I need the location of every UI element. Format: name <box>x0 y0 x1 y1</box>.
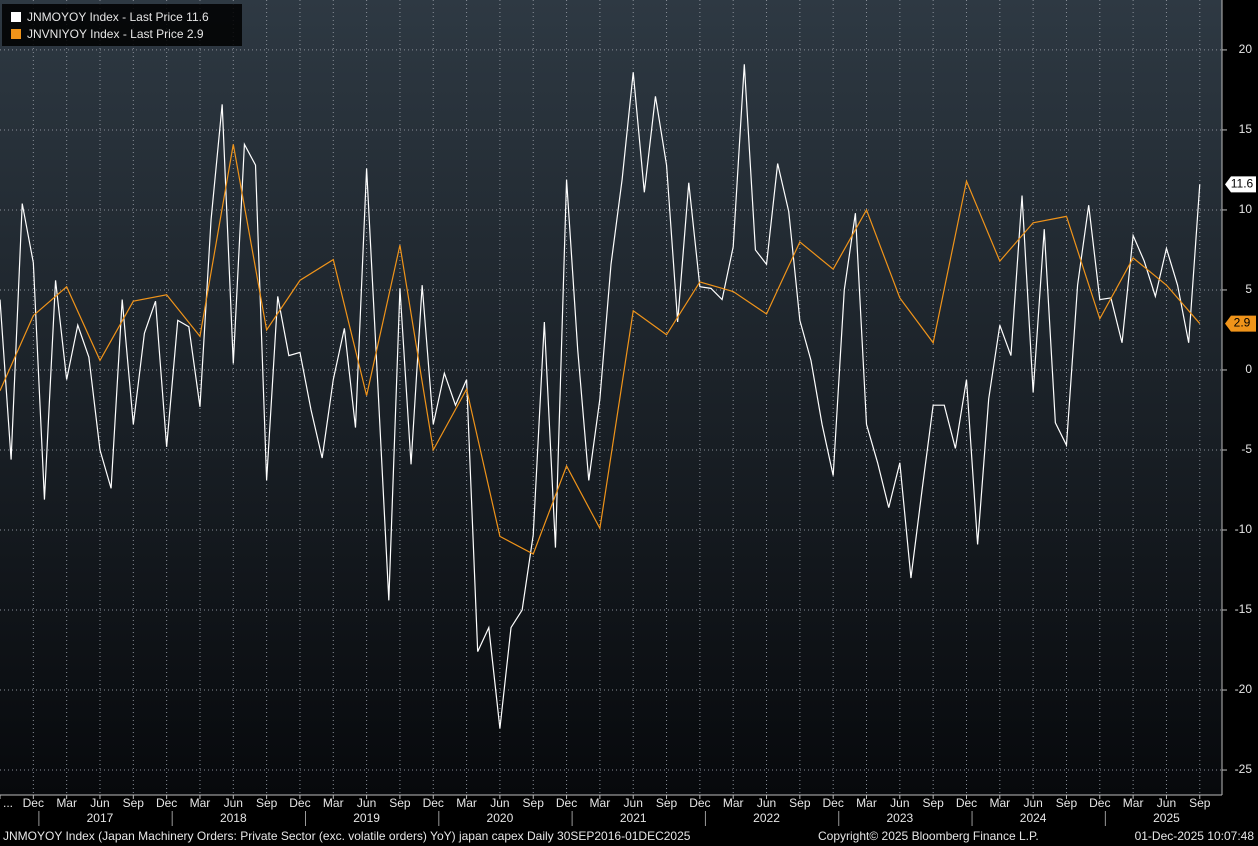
x-tick-label: Dec <box>289 796 310 810</box>
legend: JNMOYOY Index - Last Price 11.6 JNVNIYOY … <box>2 4 242 46</box>
y-tick-label: 15 <box>1239 122 1253 136</box>
x-tick-label: Mar <box>456 796 477 810</box>
y-tick-label: -20 <box>1235 682 1253 696</box>
legend-label: JNMOYOY Index - Last Price 11.6 <box>27 10 209 24</box>
legend-swatch <box>11 29 21 39</box>
x-tick-label: Jun <box>1157 796 1176 810</box>
x-tick-label: Dec <box>823 796 844 810</box>
last-price-label: 2.9 <box>1234 316 1251 330</box>
x-tick-label: Sep <box>789 796 811 810</box>
legend-swatch <box>11 12 21 22</box>
x-tick-label: Sep <box>1056 796 1078 810</box>
lines <box>0 64 1201 729</box>
x-tick-label: Sep <box>922 796 944 810</box>
x-tick-label: Sep <box>656 796 678 810</box>
x-tick-label: Mar <box>1123 796 1144 810</box>
footer-text: Copyright© 2025 Bloomberg Finance L.P. <box>818 829 1039 843</box>
footer-text: 01-Dec-2025 10:07:48 <box>1135 829 1255 843</box>
y-tick-label: 10 <box>1239 202 1253 216</box>
last-price-tag <box>1225 315 1256 332</box>
y-tick-label: 5 <box>1245 282 1252 296</box>
x-tick-label: Mar <box>989 796 1010 810</box>
x-year-label: 2021 <box>620 811 647 825</box>
x-tick-label: Jun <box>90 796 109 810</box>
grid <box>0 0 1222 795</box>
x-tick-label: Sep <box>1189 796 1211 810</box>
x-year-label: 2020 <box>487 811 514 825</box>
footer: JNMOYOY Index (Japan Machinery Orders: P… <box>3 829 1254 843</box>
x-year-label: 2018 <box>220 811 247 825</box>
x-tick-label: Sep <box>389 796 411 810</box>
plot-area <box>0 0 1222 795</box>
x-tick-label: Dec <box>156 796 177 810</box>
x-year-label: 2017 <box>87 811 114 825</box>
y-tick-label: -5 <box>1241 442 1252 456</box>
x-year-label: 2019 <box>353 811 380 825</box>
x-tick-label: Dec <box>956 796 977 810</box>
y-tick-label: 0 <box>1245 362 1252 376</box>
x-year-label: 2022 <box>753 811 780 825</box>
x-tick-label: ... <box>3 796 13 810</box>
x-tick-label: Mar <box>723 796 744 810</box>
y-tick-label: 20 <box>1239 42 1253 56</box>
y-tick-label: -15 <box>1235 602 1253 616</box>
legend-label: JNVNIYOY Index - Last Price 2.9 <box>27 27 204 41</box>
x-tick-label: Sep <box>123 796 145 810</box>
x-tick-label: Dec <box>423 796 444 810</box>
x-tick-label: Jun <box>890 796 909 810</box>
y-tick-label: -25 <box>1235 762 1253 776</box>
x-year-label: 2025 <box>1153 811 1180 825</box>
x-tick-label: Sep <box>256 796 278 810</box>
x-tick-label: Jun <box>624 796 643 810</box>
last-price-label: 11.6 <box>1231 177 1254 191</box>
x-tick-label: Dec <box>689 796 710 810</box>
x-tick-label: Jun <box>1023 796 1042 810</box>
legend-box <box>2 4 242 46</box>
x-tick-label: Jun <box>490 796 509 810</box>
x-year-label: 2023 <box>886 811 913 825</box>
x-tick-label: Mar <box>590 796 611 810</box>
x-tick-label: Mar <box>56 796 77 810</box>
footer-text: JNMOYOY Index (Japan Machinery Orders: P… <box>3 829 691 843</box>
x-tick-label: Jun <box>357 796 376 810</box>
x-tick-label: Dec <box>23 796 44 810</box>
series-line <box>0 144 1201 555</box>
x-tick-label: Jun <box>757 796 776 810</box>
x-tick-label: Mar <box>856 796 877 810</box>
y-tick-label: -10 <box>1235 522 1253 536</box>
x-tick-label: Mar <box>190 796 211 810</box>
x-year-label: 2024 <box>1020 811 1047 825</box>
x-tick-label: Dec <box>1089 796 1110 810</box>
x-tick-label: Dec <box>556 796 577 810</box>
series-line <box>0 64 1201 729</box>
axes: 20 15 10 5 0 -5 -10 -15 -20 -25... Dec Mar Jun Sep Dec… <box>0 42 1256 826</box>
x-tick-label: Jun <box>224 796 243 810</box>
x-tick-label: Sep <box>523 796 545 810</box>
last-price-tag <box>1225 176 1256 193</box>
x-tick-label: Mar <box>323 796 344 810</box>
